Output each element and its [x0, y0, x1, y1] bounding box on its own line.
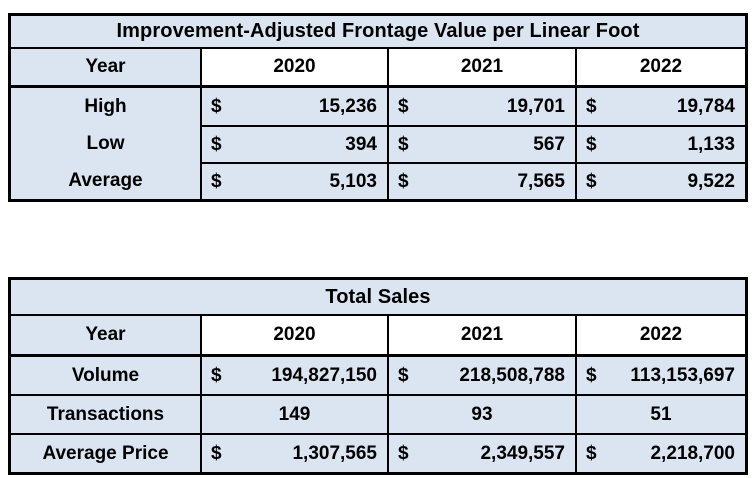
frontage-year-2021: 2021 — [387, 49, 575, 85]
cell-value: 2,349,557 — [480, 442, 565, 464]
money-cell: $ 194,827,150 — [200, 357, 387, 394]
frontage-year-label: Year — [85, 56, 126, 77]
currency-symbol: $ — [398, 170, 409, 192]
cell-value: 1,307,565 — [292, 442, 377, 464]
cell-value: 19,784 — [676, 95, 735, 117]
count-cell: 149 — [200, 396, 387, 433]
money-cell: $ 2,349,557 — [387, 435, 575, 472]
currency-symbol: $ — [211, 133, 222, 155]
frontage-table-title: Improvement-Adjusted Frontage Value per … — [11, 16, 745, 49]
frontage-header-row: Year 2020 2021 2022 — [11, 49, 745, 88]
money-cell: $ 567 — [387, 125, 575, 162]
currency-symbol: $ — [586, 364, 597, 386]
total-sales-year-2021: 2021 — [387, 316, 575, 354]
cell-value: 7,565 — [517, 170, 565, 192]
total-sales-header-row: Year 2020 2021 2022 — [11, 316, 745, 357]
cell-value: 394 — [345, 133, 377, 155]
money-cell: $ 2,218,700 — [575, 435, 745, 472]
cell-value: 113,153,697 — [630, 364, 735, 386]
frontage-row-average: Average $ 5,103 $ 7,565 $ 9,522 — [11, 162, 745, 199]
money-cell: $ 394 — [200, 125, 387, 162]
frontage-row-high: High $ 15,236 $ 19,701 $ 19,784 — [11, 88, 745, 125]
count-cell: 93 — [387, 396, 575, 433]
cell-value: 194,827,150 — [271, 364, 377, 386]
money-cell: $ 113,153,697 — [575, 357, 745, 394]
cell-value: 9,522 — [687, 170, 735, 192]
total-sales-year-2020: 2020 — [200, 316, 387, 354]
total-sales-row-volume: Volume $ 194,827,150 $ 218,508,788 $ 113… — [11, 357, 745, 394]
cell-value: 1,133 — [687, 133, 735, 155]
currency-symbol: $ — [398, 442, 409, 464]
currency-symbol: $ — [398, 364, 409, 386]
frontage-year-2020: 2020 — [200, 49, 387, 85]
row-label: Average Price — [42, 442, 169, 464]
currency-symbol: $ — [586, 170, 597, 192]
money-cell: $ 7,565 — [387, 162, 575, 199]
money-cell: $ 1,307,565 — [200, 435, 387, 472]
total-sales-table: Total Sales Year 2020 2021 2022 Volume $… — [8, 277, 748, 475]
total-sales-row-transactions: Transactions 149 93 51 — [11, 394, 745, 433]
total-sales-year-2022: 2022 — [575, 316, 745, 354]
money-cell: $ 9,522 — [575, 162, 745, 199]
currency-symbol: $ — [586, 95, 597, 117]
total-sales-year-label: Year — [85, 324, 126, 345]
frontage-year-2022: 2022 — [575, 49, 745, 85]
money-cell: $ 218,508,788 — [387, 357, 575, 394]
currency-symbol: $ — [211, 170, 222, 192]
currency-symbol: $ — [398, 95, 409, 117]
total-sales-title: Total Sales — [11, 280, 745, 316]
frontage-value-table: Improvement-Adjusted Frontage Value per … — [8, 13, 748, 202]
count-cell: 51 — [575, 396, 745, 433]
currency-symbol: $ — [211, 442, 222, 464]
cell-value: 567 — [533, 133, 565, 155]
cell-value: 15,236 — [318, 95, 377, 117]
cell-value: 19,701 — [506, 95, 565, 117]
frontage-row-low: Low $ 394 $ 567 $ 1,133 — [11, 125, 745, 162]
money-cell: $ 19,784 — [575, 88, 745, 125]
currency-symbol: $ — [586, 442, 597, 464]
cell-value: 2,218,700 — [650, 442, 735, 464]
total-sales-row-average-price: Average Price $ 1,307,565 $ 2,349,557 $ … — [11, 433, 745, 472]
currency-symbol: $ — [211, 95, 222, 117]
row-label: Average — [68, 169, 143, 191]
money-cell: $ 1,133 — [575, 125, 745, 162]
row-label: High — [84, 95, 127, 117]
cell-value: 218,508,788 — [459, 364, 565, 386]
currency-symbol: $ — [211, 364, 222, 386]
cell-value: 5,103 — [329, 170, 377, 192]
currency-symbol: $ — [586, 133, 597, 155]
money-cell: $ 19,701 — [387, 88, 575, 125]
row-label: Transactions — [46, 403, 165, 425]
money-cell: $ 5,103 — [200, 162, 387, 199]
row-label: Volume — [71, 364, 140, 386]
currency-symbol: $ — [398, 133, 409, 155]
money-cell: $ 15,236 — [200, 88, 387, 125]
row-label: Low — [86, 132, 125, 154]
